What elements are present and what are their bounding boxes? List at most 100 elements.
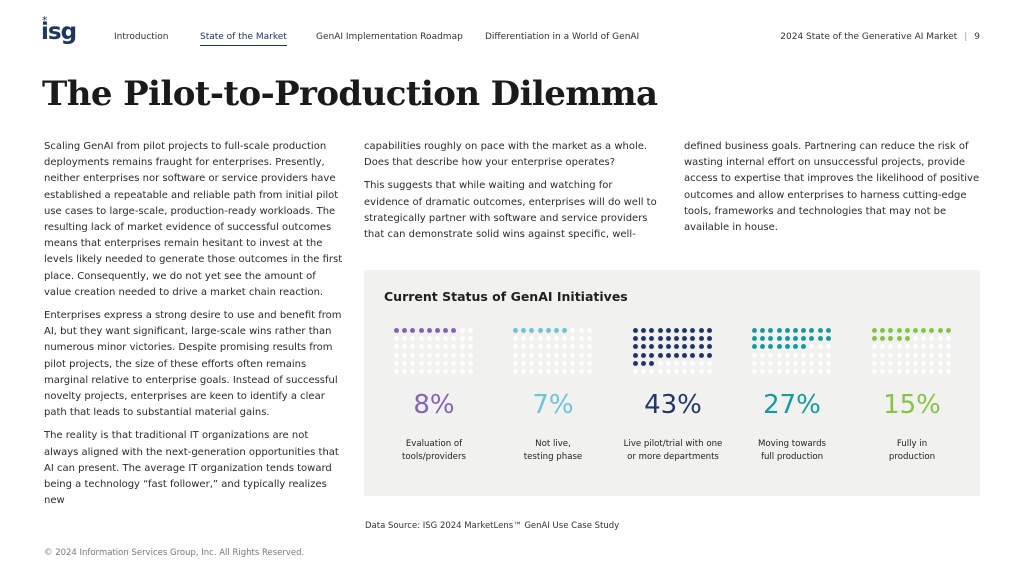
empty-dot — [768, 369, 774, 374]
empty-dot — [443, 336, 449, 342]
filled-dot — [633, 360, 638, 366]
filled-dot — [682, 336, 688, 342]
empty-dot — [537, 336, 543, 342]
empty-dot — [459, 328, 465, 333]
empty-dot — [913, 344, 918, 350]
empty-dot — [410, 336, 416, 342]
empty-dot — [921, 344, 927, 350]
filled-dot — [698, 352, 704, 358]
data-source-note: Data Source: ISG 2024 MarketLens™ GenAI … — [365, 521, 620, 531]
report-title: 2024 State of the Generative AI Market — [780, 32, 958, 42]
filled-dot — [752, 336, 757, 342]
empty-dot — [402, 369, 408, 374]
empty-dot — [443, 352, 449, 358]
nav-item-differentiation[interactable]: Differentiation in a World of GenAI — [485, 32, 640, 42]
empty-dot — [825, 352, 831, 358]
filled-dot — [665, 344, 671, 350]
filled-dot — [752, 344, 757, 350]
empty-dot — [784, 369, 790, 374]
empty-dot — [578, 344, 584, 350]
body-column-1: Scaling GenAI from pilot projects to ful… — [44, 139, 344, 516]
paragraph: Scaling GenAI from pilot projects to ful… — [44, 141, 343, 298]
nav-item-state-of-the-market[interactable]: State of the Market — [200, 32, 287, 46]
body-column-2: capabilities roughly on pace with the ma… — [364, 139, 659, 250]
empty-dot — [752, 369, 757, 374]
empty-dot — [418, 352, 424, 358]
filled-dot — [801, 328, 807, 333]
filled-dot — [825, 328, 831, 333]
percentage-label: 15% — [883, 390, 941, 420]
empty-dot — [665, 360, 671, 366]
filled-dot — [817, 328, 823, 333]
filled-dot — [768, 328, 774, 333]
empty-dot — [817, 352, 823, 358]
category-label: Evaluation of tools/providers — [374, 438, 494, 464]
filled-dot — [418, 328, 424, 333]
empty-dot — [537, 369, 543, 374]
filled-dot — [690, 328, 696, 333]
paragraph: This suggests that while waiting and wat… — [364, 180, 657, 241]
filled-dot — [682, 352, 688, 358]
empty-dot — [578, 369, 584, 374]
filled-dot — [674, 336, 679, 342]
dot-grid — [394, 328, 478, 376]
filled-dot — [888, 328, 894, 333]
empty-dot — [545, 344, 551, 350]
empty-dot — [929, 369, 935, 374]
filled-dot — [562, 328, 568, 333]
empty-dot — [554, 369, 559, 374]
filled-dot — [801, 344, 807, 350]
empty-dot — [410, 352, 416, 358]
empty-dot — [809, 369, 815, 374]
filled-dot — [921, 328, 927, 333]
empty-dot — [521, 360, 527, 366]
empty-dot — [793, 360, 798, 366]
filled-dot — [768, 344, 774, 350]
empty-dot — [937, 360, 943, 366]
empty-dot — [529, 336, 535, 342]
empty-dot — [467, 369, 473, 374]
filled-dot — [641, 336, 647, 342]
filled-dot — [784, 336, 790, 342]
filled-dot — [435, 328, 440, 333]
empty-dot — [578, 336, 584, 342]
dot-grid — [872, 328, 956, 376]
empty-dot — [578, 328, 584, 333]
empty-dot — [554, 336, 559, 342]
empty-dot — [459, 369, 465, 374]
empty-dot — [657, 369, 663, 374]
empty-dot — [554, 352, 559, 358]
empty-dot — [945, 352, 951, 358]
empty-dot — [929, 352, 935, 358]
empty-dot — [945, 369, 951, 374]
empty-dot — [784, 352, 790, 358]
filled-dot — [554, 328, 559, 333]
filled-dot — [872, 328, 877, 333]
empty-dot — [545, 369, 551, 374]
filled-dot — [888, 336, 894, 342]
paragraph: The reality is that traditional IT organ… — [44, 430, 339, 507]
empty-dot — [467, 336, 473, 342]
empty-dot — [817, 360, 823, 366]
empty-dot — [435, 369, 440, 374]
filled-dot — [904, 336, 910, 342]
isg-logo[interactable]: * isg — [41, 15, 83, 46]
filled-dot — [641, 328, 647, 333]
empty-dot — [578, 352, 584, 358]
empty-dot — [698, 360, 704, 366]
filled-dot — [793, 328, 798, 333]
empty-dot — [888, 352, 894, 358]
category-label-line-1: Not live, — [535, 439, 571, 449]
filled-dot — [641, 352, 647, 358]
filled-dot — [793, 336, 798, 342]
category-label-line-2: full production — [760, 452, 824, 462]
filled-dot — [929, 328, 935, 333]
nav-item-introduction[interactable]: Introduction — [114, 32, 169, 42]
nav-item-genai-implementation-roadmap[interactable]: GenAI Implementation Roadmap — [316, 32, 463, 42]
empty-dot — [426, 336, 432, 342]
empty-dot — [443, 360, 449, 366]
empty-dot — [809, 360, 815, 366]
percentage-label: 8% — [413, 390, 455, 420]
empty-dot — [513, 336, 518, 342]
empty-dot — [872, 344, 877, 350]
